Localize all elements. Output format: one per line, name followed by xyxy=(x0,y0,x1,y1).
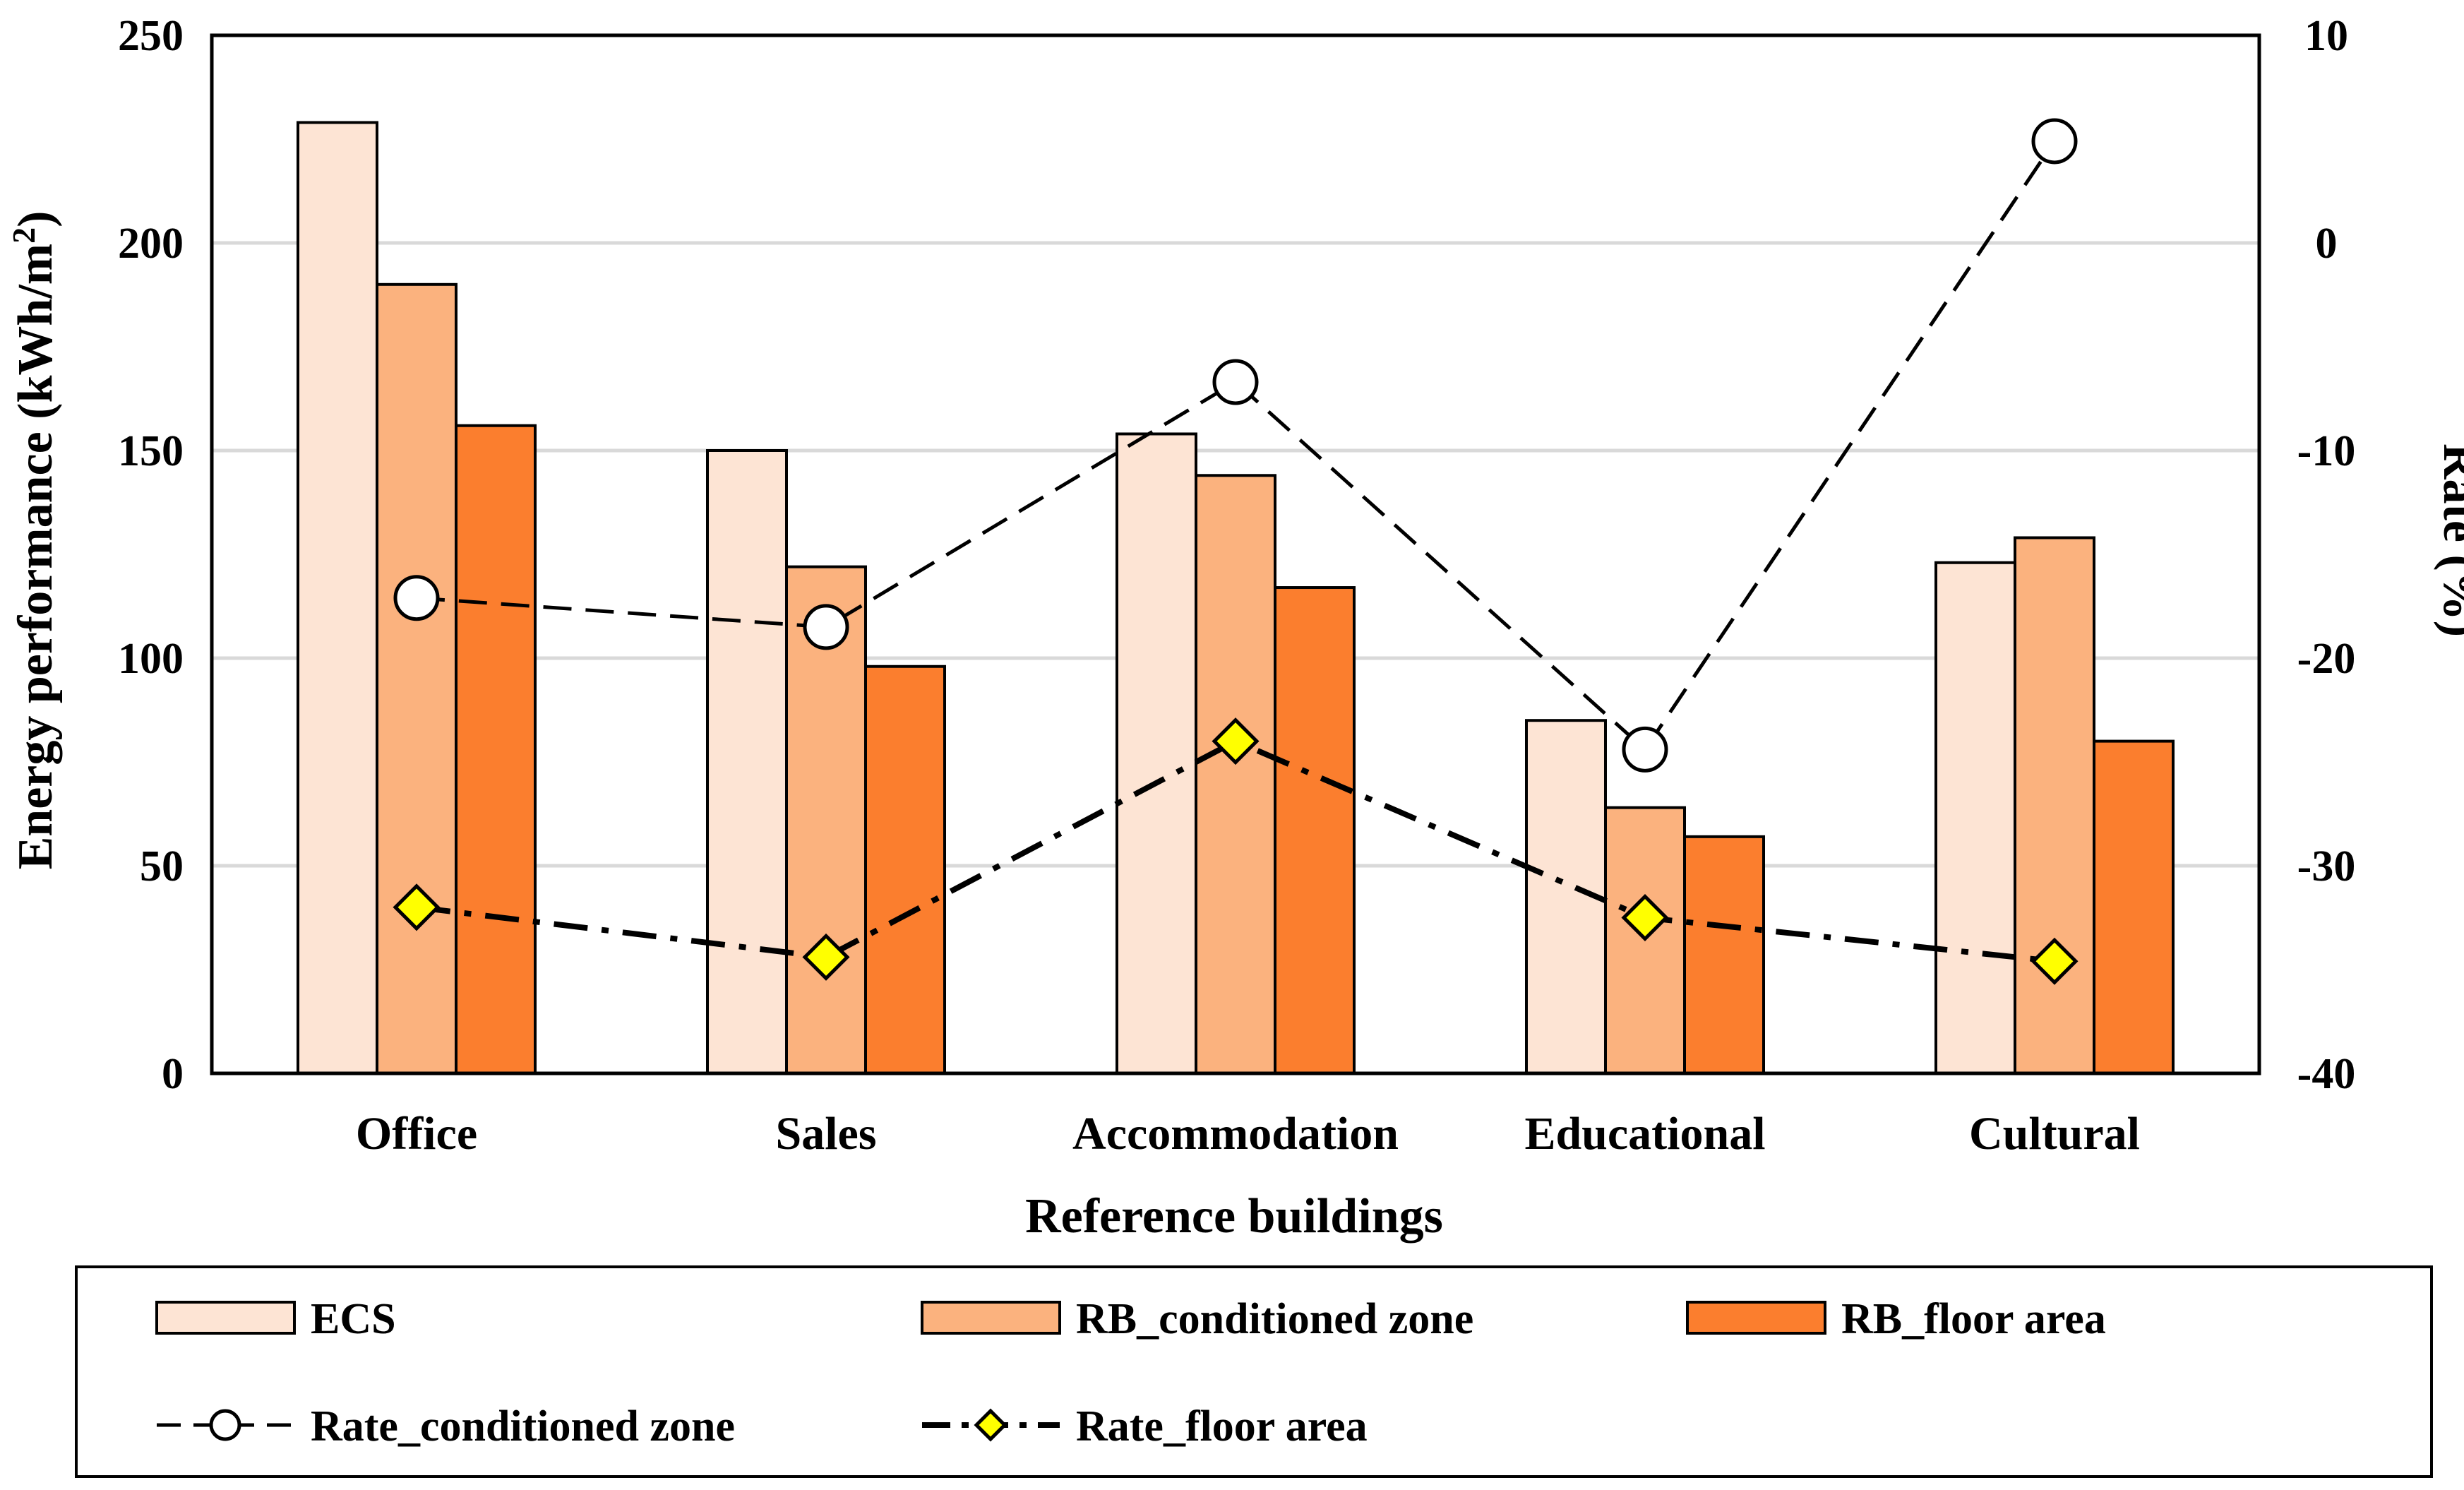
marker-rate-floor-area-accommodation xyxy=(1212,717,1260,765)
marker-rate-conditioned-zone-office xyxy=(393,575,440,621)
y2-axis-title: Rate (%) xyxy=(2433,443,2464,637)
y2-tick-label--30: -30 xyxy=(2297,842,2356,890)
legend-label-5: Rate_floor area xyxy=(1076,1402,1368,1450)
y2-tick-label--20: -20 xyxy=(2297,635,2356,683)
bar-rb-floor-area-office xyxy=(455,424,537,1075)
legend-frame xyxy=(75,1265,2433,1478)
bar-rb-conditioned-zone-office xyxy=(376,282,457,1075)
legend: ECS RB_conditioned zone RB_floor area Rate_… xyxy=(75,1265,2433,1478)
legend-label-4: Rate_conditioned zone xyxy=(311,1402,735,1450)
y-tick-label-150: 150 xyxy=(118,427,184,475)
legend-label-2: RB_conditioned zone xyxy=(1076,1295,1473,1343)
y2-tick-label-0: 0 xyxy=(2316,220,2338,268)
y2-tick-label--10: -10 xyxy=(2297,427,2356,475)
marker-rate-floor-area-educational xyxy=(1621,893,1669,942)
plot-frame xyxy=(210,33,2261,1075)
line-rate-conditioned-zone xyxy=(416,140,2057,753)
marker-rate-conditioned-zone-sales xyxy=(803,604,849,650)
bar-rb-floor-area-educational xyxy=(1683,835,1765,1075)
y-tick-label-250: 250 xyxy=(118,12,184,60)
legend-swatch-1 xyxy=(155,1301,296,1335)
bar-rb-floor-area-sales xyxy=(864,664,946,1075)
y-axis-title-superscript: 2 xyxy=(6,227,42,244)
y-tick-label-0: 0 xyxy=(162,1050,184,1098)
category-labels: Office Sales Accommodation Educational Cultu… xyxy=(356,1108,2140,1160)
x-tick-label-office: Office xyxy=(356,1108,477,1160)
y2-tick-label--40: -40 xyxy=(2297,1050,2356,1098)
y-tick-label-200: 200 xyxy=(118,220,184,268)
tick-labels: 0 50 100 150 200 250 -40 -30 -20 -10 0 10 xyxy=(118,12,2355,1098)
bar-ecs-accommodation xyxy=(1116,432,1197,1075)
bar-rb-conditioned-zone-cultural xyxy=(2014,536,2095,1075)
marker-rate-floor-area-cultural xyxy=(2031,937,2079,985)
marker-rate-floor-area-office xyxy=(393,883,441,931)
marker-rate-conditioned-zone-accommodation xyxy=(1212,359,1259,405)
y2-tick-label-10: 10 xyxy=(2304,12,2348,60)
marker-rate-floor-area-sales xyxy=(802,933,850,981)
axes xyxy=(210,33,2261,1075)
bar-ecs-office xyxy=(297,121,378,1075)
x-axis-title: Reference buildings xyxy=(1025,1189,1443,1244)
bar-rb-floor-area-cultural xyxy=(2093,739,2175,1075)
legend-swatch-3 xyxy=(1686,1301,1826,1335)
bar-ecs-sales xyxy=(706,449,788,1075)
legend-marker-2 xyxy=(974,1408,1007,1442)
bar-rb-conditioned-zone-accommodation xyxy=(1195,474,1276,1075)
x-tick-label-educational: Educational xyxy=(1524,1108,1765,1160)
x-tick-label-cultural: Cultural xyxy=(1969,1108,2140,1160)
marker-rate-conditioned-zone-cultural xyxy=(2031,118,2078,165)
x-tick-label-accommodation: Accommodation xyxy=(1072,1108,1399,1160)
legend-marker-1 xyxy=(209,1409,241,1441)
x-tick-label-sales: Sales xyxy=(775,1108,876,1160)
rate-lines xyxy=(393,118,2079,985)
line-rate-floor-area xyxy=(416,738,2055,965)
y-tick-label-50: 50 xyxy=(140,842,184,890)
bar-rb-floor-area-accommodation xyxy=(1274,586,1356,1075)
marker-rate-conditioned-zone-educational xyxy=(1622,726,1668,773)
legend-label-3: RB_floor area xyxy=(1841,1295,2106,1343)
bars xyxy=(297,121,2175,1075)
y-tick-label-100: 100 xyxy=(118,635,184,683)
legend-swatch-2 xyxy=(921,1301,1061,1335)
bar-ecs-cultural xyxy=(1934,561,2016,1075)
legend-label-1: ECS xyxy=(311,1295,396,1343)
y-axis-title: Energy performance (kWh/m2) xyxy=(6,211,63,870)
